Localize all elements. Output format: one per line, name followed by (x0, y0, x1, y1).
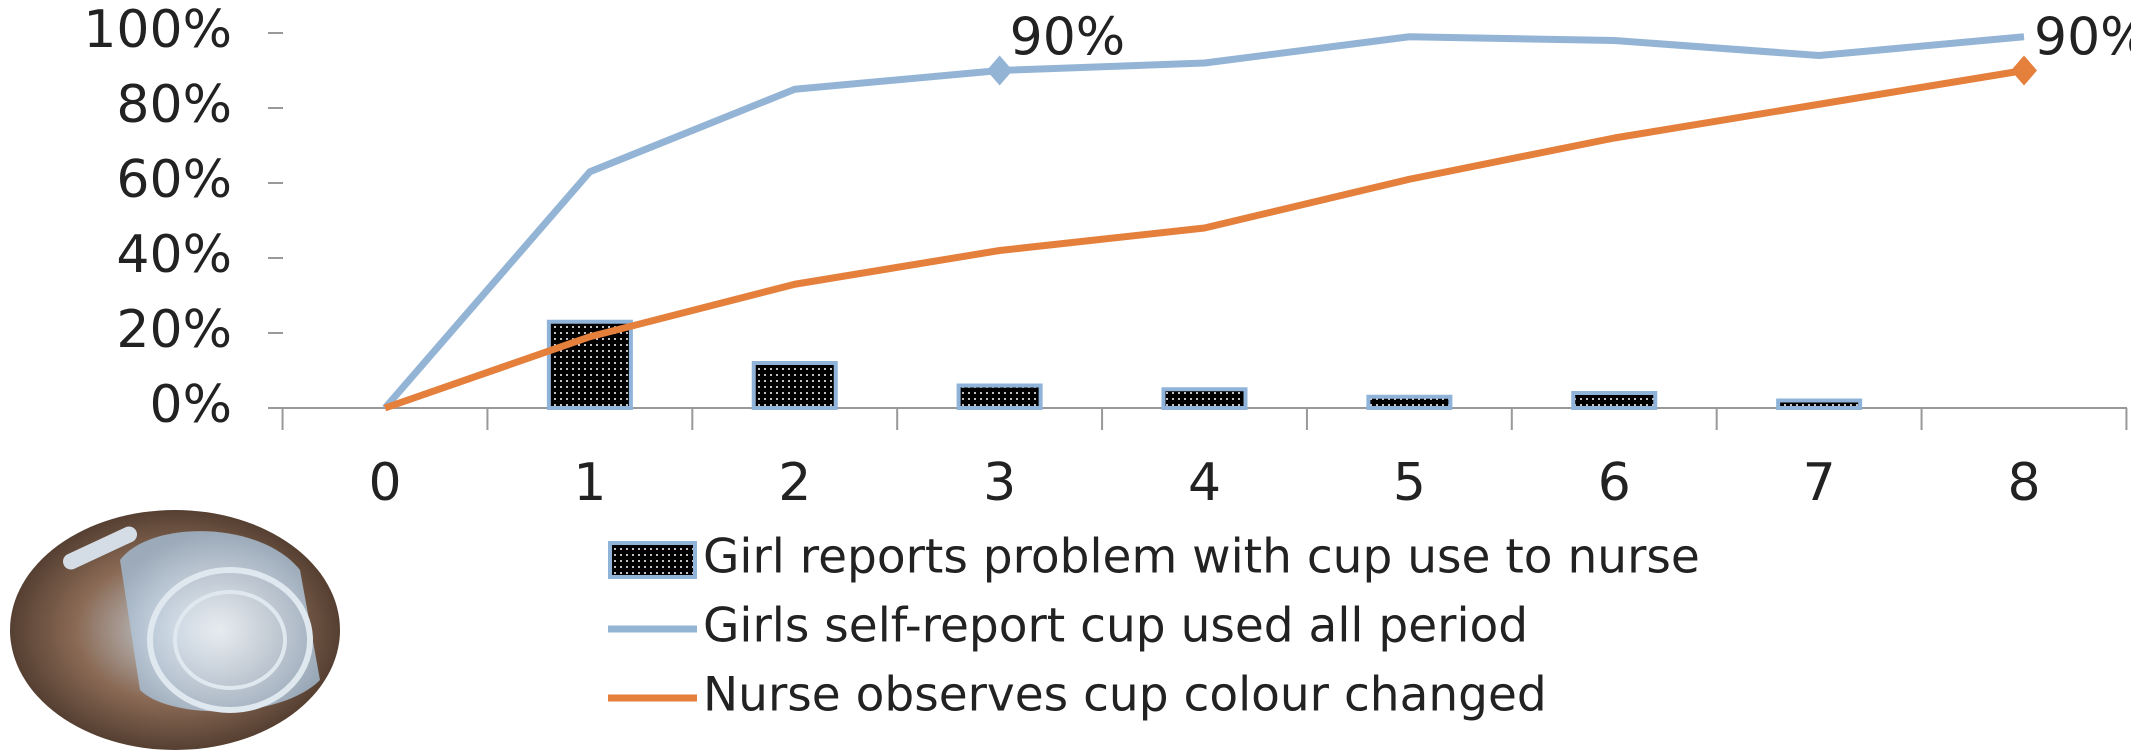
y-tick-label: 40% (116, 225, 232, 285)
x-tick-label: 4 (1188, 453, 1221, 513)
bar (1573, 393, 1655, 408)
bar (1368, 397, 1450, 408)
bar (959, 386, 1041, 409)
legend-label: Nurse observes cup colour changed (703, 668, 1547, 723)
chart: 0% 20% 40% 60% 80% 100% 0 1 2 3 4 5 6 7 8 90% 90% Girl re… (0, 0, 2131, 751)
data-label: 90% (1010, 8, 1126, 68)
x-tick-label: 3 (983, 453, 1016, 513)
y-tick-label: 60% (116, 150, 232, 210)
bar (1778, 401, 1860, 409)
data-label: 90% (2034, 8, 2131, 68)
x-tick-label: 8 (2007, 453, 2040, 513)
x-tick-label: 2 (778, 453, 811, 513)
bar (1164, 389, 1246, 408)
x-tick-label: 7 (1803, 453, 1836, 513)
legend-swatch (610, 543, 695, 577)
y-tick-label: 0% (150, 375, 233, 435)
y-tick-label: 80% (116, 75, 232, 135)
legend-label: Girls self-report cup used all period (703, 599, 1528, 654)
y-tick-label: 100% (83, 0, 232, 60)
legend-label: Girl reports problem with cup use to nur… (703, 530, 1700, 585)
x-tick-label: 6 (1598, 453, 1631, 513)
photo (10, 510, 340, 750)
bar (754, 363, 836, 408)
x-tick-label: 1 (573, 453, 606, 513)
x-tick-label: 5 (1393, 453, 1426, 513)
y-tick-label: 20% (116, 300, 232, 360)
page: {"chart_data": {"type": "bar", "categori… (0, 0, 2131, 751)
x-tick-label: 0 (368, 453, 401, 513)
